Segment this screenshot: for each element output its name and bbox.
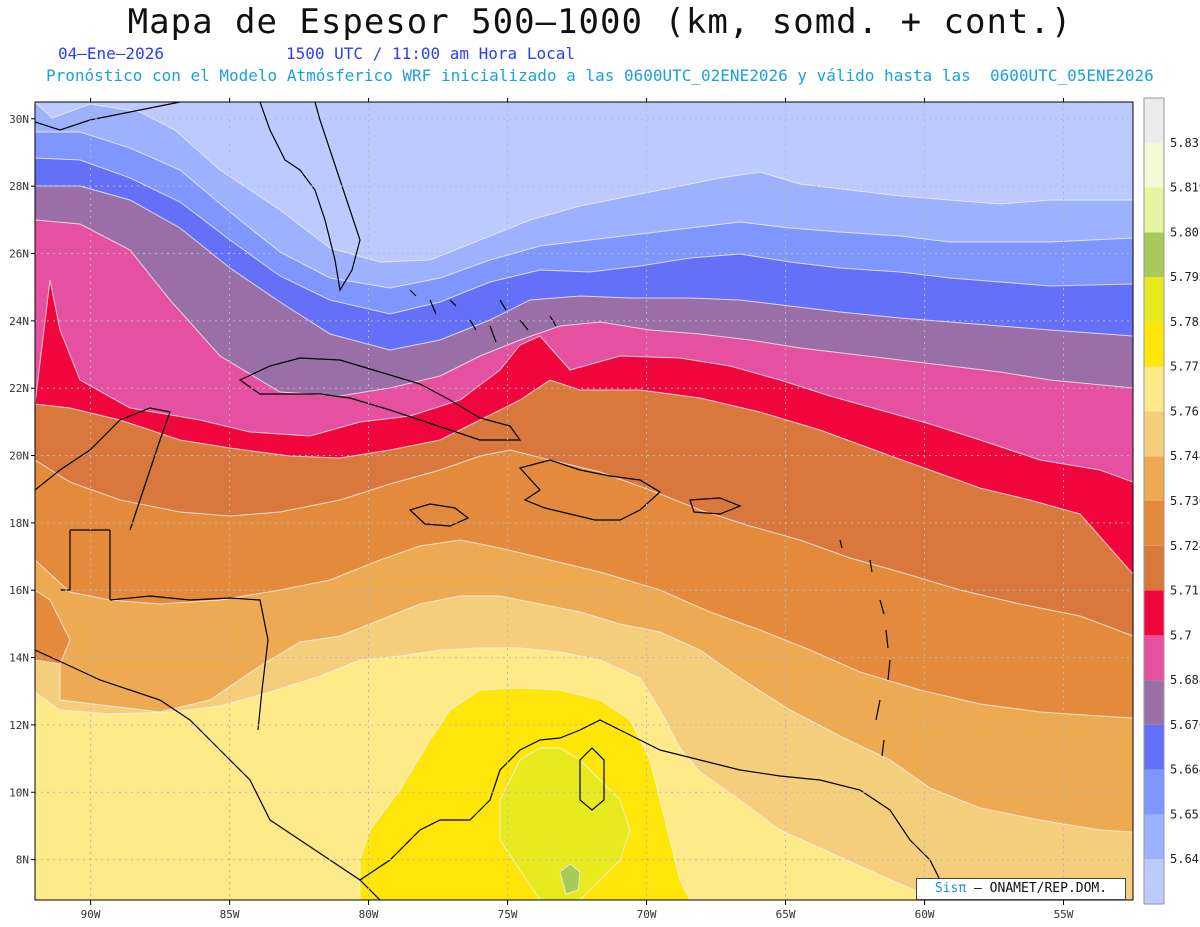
yucatan — [35, 407, 171, 531]
colorbar-swatch — [1144, 142, 1164, 188]
band-5.748-patch — [35, 589, 71, 665]
coastlines — [35, 102, 951, 900]
bahamas — [409, 289, 557, 343]
band-5.795 — [499, 747, 631, 900]
colombia-coast — [489, 719, 661, 801]
lat-label: 24N — [9, 315, 29, 328]
colorbar-label: 5.664 — [1170, 763, 1200, 777]
colorbar-swatch — [1144, 769, 1164, 815]
colorbar-frame — [1143, 97, 1165, 905]
valid-date: 04–Ene–2026 — [58, 44, 164, 63]
lon-label: 85W — [220, 908, 240, 921]
lat-label: 26N — [9, 248, 29, 261]
colorbar-label: 5.831 — [1170, 136, 1200, 150]
colorbar-swatch — [1144, 859, 1164, 904]
lat-label: 30N — [9, 113, 29, 126]
colorbar-swatch — [1144, 98, 1164, 143]
colorbar-swatch — [1144, 501, 1164, 546]
colorbar-label: 5.64 — [1170, 852, 1199, 866]
lon-label: 60W — [915, 908, 935, 921]
central-america — [35, 649, 491, 881]
colorbar-label: 5.795 — [1170, 270, 1200, 284]
colorbar-swatch — [1144, 590, 1164, 636]
lat-label: 12N — [9, 719, 29, 732]
colorbar-label: 5.688 — [1170, 673, 1200, 687]
colorbar-swatch — [1144, 411, 1164, 457]
credit-org: – ONAMET/REP.DOM. — [974, 881, 1108, 896]
lesser-antilles — [839, 539, 891, 757]
colorbar-swatch — [1144, 321, 1164, 367]
lon-label: 70W — [637, 908, 657, 921]
panama-border — [359, 879, 381, 900]
lon-label: 55W — [1054, 908, 1074, 921]
colorbar-label: 5.76 — [1170, 404, 1199, 418]
colorbar-label: 5.772 — [1170, 360, 1200, 374]
venezuela-coast — [659, 749, 951, 900]
lon-label: 65W — [776, 908, 796, 921]
colorbar-label: 5.712 — [1170, 584, 1200, 598]
lake-maracaibo — [579, 747, 605, 811]
lat-lon-grid — [35, 102, 1133, 900]
colorbar-label: 5.724 — [1170, 539, 1200, 553]
puerto-rico — [689, 497, 742, 515]
lon-label: 80W — [359, 908, 379, 921]
colorbar-label: 5.676 — [1170, 718, 1200, 732]
hispaniola — [518, 459, 662, 521]
colorbar-label: 5.819 — [1170, 181, 1200, 195]
honduras-coast — [109, 595, 269, 731]
gulf-coast — [35, 102, 181, 131]
lat-label: 10N — [9, 786, 29, 799]
colorbar-label: 5.736 — [1170, 494, 1200, 508]
lat-label: 8N — [16, 854, 29, 867]
colorbar: 5.64 5.652 5.664 5.676 5.688 5.7 5.712 5.724 5.7… — [1143, 97, 1200, 905]
lon-label: 90W — [81, 908, 101, 921]
colorbar-swatch — [1144, 635, 1164, 681]
colorbar-swatch — [1144, 456, 1164, 501]
colorbar-swatch — [1144, 680, 1164, 725]
lat-label: 28N — [9, 180, 29, 193]
jamaica — [408, 503, 470, 527]
band-5.807 — [559, 863, 581, 895]
sispi-logo: Sisπ — [934, 881, 967, 896]
colorbar-label: 5.783 — [1170, 315, 1200, 329]
colorbar-swatch — [1144, 724, 1164, 770]
colorbar-label: 5.7 — [1170, 628, 1192, 642]
belize-border — [60, 529, 111, 600]
colorbar-swatch — [1144, 277, 1164, 322]
florida-peninsula — [259, 102, 361, 292]
colorbar-swatch — [1144, 187, 1164, 233]
valid-time: 1500 UTC / 11:00 am Hora Local — [286, 44, 575, 63]
colorbar-swatch — [1144, 814, 1164, 860]
lat-label: 16N — [9, 584, 29, 597]
colorbar-swatch — [1144, 232, 1164, 278]
cuba — [238, 357, 522, 441]
colorbar-swatch — [1144, 366, 1164, 412]
lon-label: 75W — [498, 908, 518, 921]
plot-frame — [34, 101, 1134, 901]
lat-label: 22N — [9, 382, 29, 395]
lat-label: 18N — [9, 517, 29, 530]
colorbar-label: 5.652 — [1170, 807, 1200, 821]
colorbar-label: 5.807 — [1170, 225, 1200, 239]
map-title: Mapa de Espesor 500–1000 (km, somd. + co… — [127, 2, 1073, 42]
colorbar-label: 5.748 — [1170, 449, 1200, 463]
lat-label: 20N — [9, 450, 29, 463]
lat-label: 14N — [9, 652, 29, 665]
forecast-info: Pronóstico con el Modelo Atmósferico WRF… — [46, 66, 1154, 85]
axis-ticks: 90W 85W 80W 75W 70W 65W 60W 55W 30N 28N 26N 24N 22N 2… — [9, 98, 1074, 921]
colorbar-swatch — [1144, 545, 1164, 591]
credit-box: Sisπ – ONAMET/REP.DOM. — [916, 878, 1126, 900]
thickness-bands — [35, 102, 1133, 900]
